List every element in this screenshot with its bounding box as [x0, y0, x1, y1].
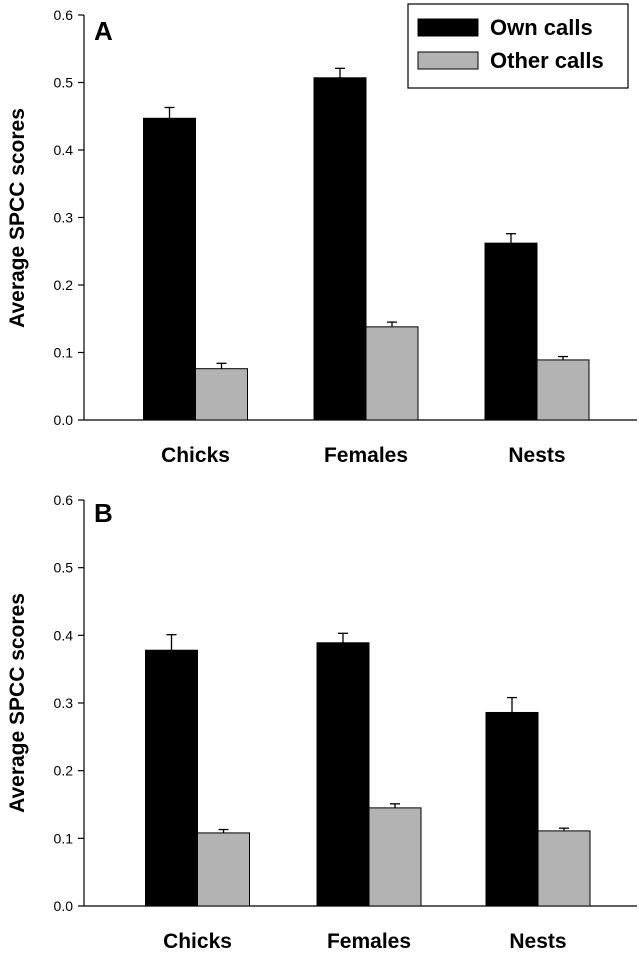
bar-other-calls [368, 807, 422, 907]
x-category-label: Females [327, 930, 411, 953]
y-tick-label: 0.0 [54, 898, 74, 914]
bar-own-calls [143, 117, 196, 421]
legend-label: Own calls [490, 15, 593, 40]
x-category-label: Females [324, 444, 408, 467]
bar-other-calls [365, 326, 419, 421]
bar-own-calls [145, 649, 198, 907]
y-tick-label: 0.5 [54, 75, 74, 91]
y-tick-label: 0.3 [54, 210, 74, 226]
legend-box [407, 3, 629, 89]
x-category-label: Chicks [163, 930, 232, 953]
y-tick-label: 0.6 [54, 492, 74, 508]
y-tick-label: 0.3 [54, 695, 74, 711]
y-tick-label: 0.1 [54, 830, 74, 846]
legend-swatch [417, 51, 479, 70]
y-tick-label: 0.0 [54, 412, 74, 428]
y-tick-label: 0.4 [54, 627, 74, 643]
x-category-label: Chicks [161, 444, 230, 467]
x-category-label: Nests [508, 444, 565, 467]
y-tick-label: 0.5 [54, 560, 74, 576]
bar-own-calls [484, 242, 538, 421]
y-tick-label: 0.4 [54, 142, 74, 158]
y-tick-label: 0.2 [54, 763, 74, 779]
chart-panel-a: 0.0 0.1 0.2 0.3 0.4 0.5 0.6 Average SPCC scores… [6, 3, 637, 467]
bar-other-calls [537, 830, 591, 907]
y-axis-title: Average SPCC scores [6, 593, 29, 813]
y-tick-label: 0.6 [54, 7, 74, 23]
bar-own-calls [316, 642, 370, 907]
legend: Own calls Other calls [407, 3, 629, 89]
chart-panel-b: 0.0 0.1 0.2 0.3 0.4 0.5 0.6 Average SPCC scores… [6, 492, 637, 953]
panel-label: B [94, 498, 113, 528]
y-axis-title: Average SPCC scores [6, 108, 29, 328]
x-category-label: Nests [509, 930, 566, 953]
y-tick-label: 0.1 [54, 345, 74, 361]
bar-other-calls [197, 832, 250, 907]
bar-own-calls [313, 77, 367, 421]
y-tick-label: 0.2 [54, 277, 74, 293]
legend-swatch [417, 18, 479, 37]
bar-own-calls [485, 711, 539, 907]
bar-other-calls [536, 359, 590, 421]
panel-label: A [94, 16, 113, 46]
bar-other-calls [195, 368, 248, 421]
legend-label: Other calls [490, 48, 604, 73]
